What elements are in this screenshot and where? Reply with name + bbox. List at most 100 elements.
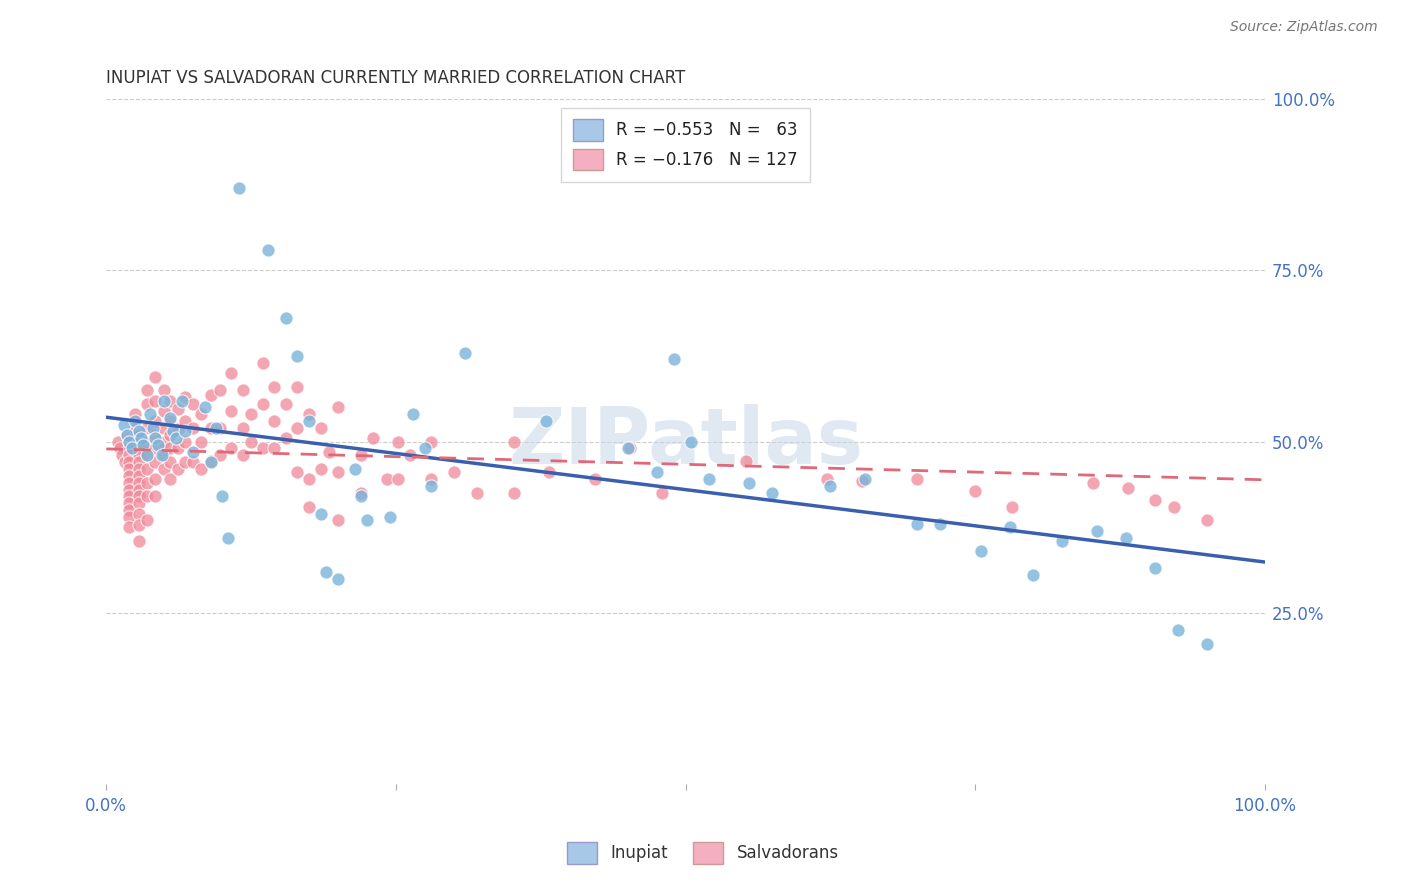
Point — [190, 434, 212, 449]
Point — [143, 369, 166, 384]
Point — [128, 448, 150, 462]
Point — [118, 434, 141, 449]
Text: INUPIAT VS SALVADORAN CURRENTLY MARRIED CORRELATION CHART: INUPIAT VS SALVADORAN CURRENTLY MARRIED … — [107, 69, 686, 87]
Point — [174, 425, 197, 439]
Point — [318, 445, 340, 459]
Point — [465, 486, 488, 500]
Point — [108, 442, 131, 456]
Point — [287, 380, 309, 394]
Point — [115, 427, 138, 442]
Point — [298, 407, 321, 421]
Point — [159, 410, 181, 425]
Point — [135, 513, 157, 527]
Point — [167, 422, 190, 436]
Point — [1167, 623, 1189, 637]
Legend: R = −0.553   N =   63, R = −0.176   N = 127: R = −0.553 N = 63, R = −0.176 N = 127 — [561, 108, 810, 182]
Point — [1115, 531, 1137, 545]
Point — [419, 479, 441, 493]
Point — [443, 466, 465, 480]
Point — [298, 414, 321, 428]
Point — [111, 448, 134, 462]
Text: Source: ZipAtlas.com: Source: ZipAtlas.com — [1230, 20, 1378, 34]
Point — [1083, 475, 1105, 490]
Point — [135, 462, 157, 476]
Point — [128, 434, 150, 449]
Legend: Inupiat, Salvadorans: Inupiat, Salvadorans — [561, 836, 845, 871]
Point — [1195, 637, 1218, 651]
Point — [128, 496, 150, 510]
Point — [142, 421, 165, 435]
Point — [174, 414, 197, 428]
Point — [905, 472, 928, 486]
Point — [167, 442, 190, 456]
Point — [263, 380, 285, 394]
Point — [1143, 561, 1166, 575]
Point — [240, 434, 263, 449]
Point — [344, 462, 367, 476]
Point — [167, 401, 190, 416]
Point — [350, 448, 373, 462]
Point — [503, 434, 526, 449]
Point — [378, 510, 401, 524]
Point — [129, 431, 152, 445]
Point — [128, 455, 150, 469]
Point — [274, 431, 297, 445]
Point — [118, 503, 141, 517]
Point — [118, 520, 141, 534]
Point — [143, 427, 166, 442]
Point — [616, 442, 638, 456]
Point — [159, 427, 181, 442]
Point — [645, 466, 668, 480]
Point — [135, 421, 157, 435]
Point — [738, 475, 761, 490]
Point — [143, 455, 166, 469]
Point — [998, 520, 1021, 534]
Point — [240, 407, 263, 421]
Point — [326, 466, 349, 480]
Point — [298, 500, 321, 514]
Point — [205, 421, 228, 435]
Point — [1116, 481, 1139, 495]
Point — [232, 384, 254, 398]
Point — [124, 407, 146, 421]
Point — [153, 421, 176, 435]
Point — [1143, 492, 1166, 507]
Point — [118, 434, 141, 449]
Point — [128, 507, 150, 521]
Point — [124, 421, 146, 435]
Point — [252, 442, 274, 456]
Point — [118, 510, 141, 524]
Point — [170, 393, 193, 408]
Point — [128, 425, 150, 439]
Point — [263, 442, 285, 456]
Point — [853, 472, 876, 486]
Point — [143, 393, 166, 408]
Point — [153, 448, 176, 462]
Point — [228, 181, 250, 195]
Point — [181, 421, 204, 435]
Point — [274, 397, 297, 411]
Point — [132, 438, 155, 452]
Point — [167, 462, 190, 476]
Point — [298, 472, 321, 486]
Point — [143, 490, 166, 504]
Point — [257, 243, 280, 257]
Point — [165, 431, 187, 445]
Point — [143, 442, 166, 456]
Point — [361, 431, 384, 445]
Point — [128, 533, 150, 548]
Point — [128, 518, 150, 533]
Point — [851, 475, 873, 489]
Point — [200, 455, 222, 469]
Point — [419, 434, 441, 449]
Point — [309, 462, 332, 476]
Point — [1195, 513, 1218, 527]
Point — [820, 479, 842, 493]
Point — [112, 417, 135, 432]
Point — [139, 407, 162, 421]
Point — [326, 513, 349, 527]
Point — [200, 388, 222, 402]
Point — [208, 384, 231, 398]
Point — [128, 490, 150, 504]
Point — [402, 407, 425, 421]
